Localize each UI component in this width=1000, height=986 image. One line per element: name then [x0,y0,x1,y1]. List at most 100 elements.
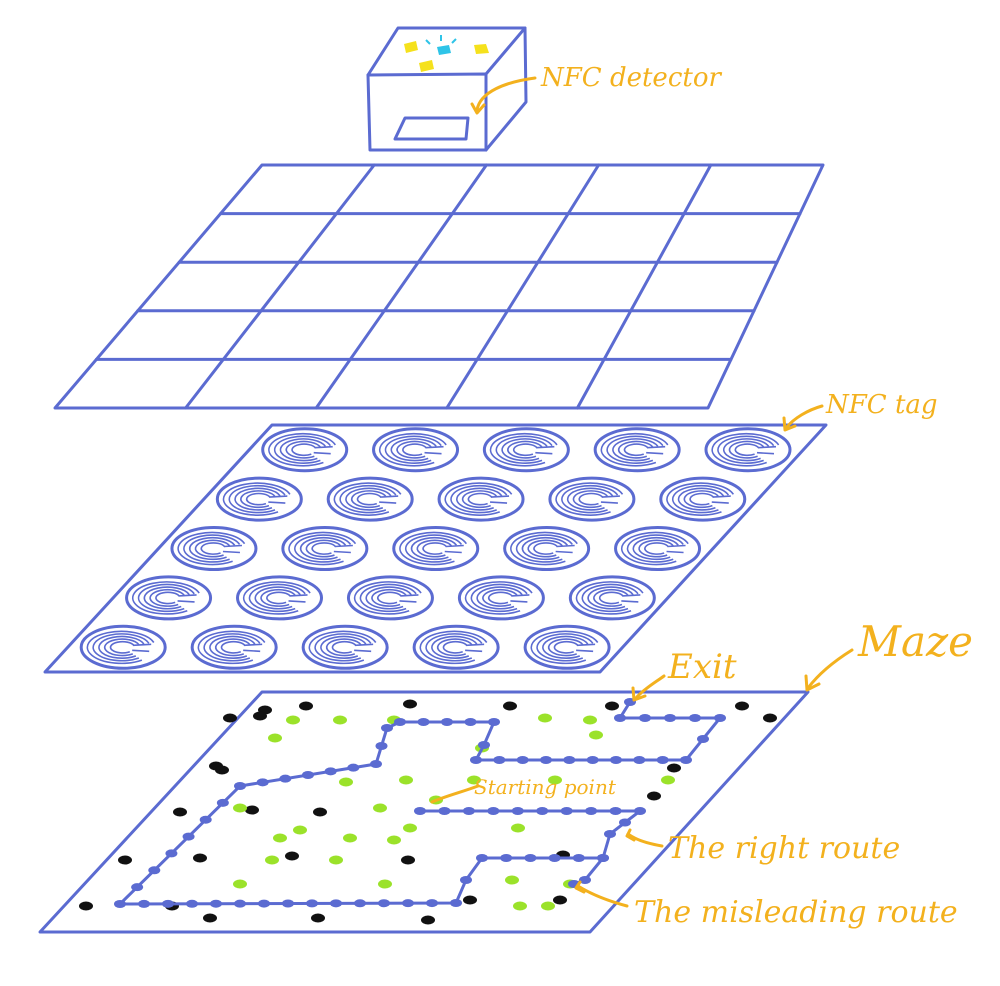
maze-dot-black [285,851,299,861]
led-cyan [437,45,451,55]
nfc-tag-layer [43,423,828,674]
nfc-tag [659,476,747,522]
maze-dot-black [173,807,187,817]
maze-dot-green [286,715,300,725]
maze-path-dot [162,899,174,908]
maze-dot-green [268,733,282,743]
maze-dot-black [647,791,661,801]
maze-path-dot [572,854,585,862]
nfc-tag [326,476,414,522]
start-arrow [430,784,480,804]
maze-dot-green [467,775,481,785]
maze-path-dot [234,899,246,908]
maze-path-dot [656,756,669,764]
label-misleading-route: The misleading route [634,895,958,930]
maze-path-dot [441,718,453,726]
maze-dot-green [233,879,247,889]
right-route-arrow [626,832,664,848]
maze-dot-green [583,715,597,725]
grid-outline [53,163,825,410]
nfc-tag [79,624,167,670]
maze-path-dot [500,854,513,862]
maze-path-dot [402,899,414,908]
maze-path-dot [476,854,488,862]
maze-path-dot [488,718,500,726]
nfc-tag [190,624,278,670]
nfc-tag [437,476,525,522]
maze-path-dot [330,899,342,908]
maze-dot-green [589,730,603,740]
led-yellow-1 [404,41,418,53]
maze-dot-black [215,765,229,775]
maze-path-dot [282,899,294,908]
maze-dot-green [548,775,562,785]
maze-path-dot [258,899,270,908]
maze-dot-green [339,777,353,787]
maze-path-dot [493,756,506,764]
nfc-tag [215,476,303,522]
maze-path-dot [165,849,178,858]
maze-path-dot [148,866,161,875]
maze-path-dot [689,714,701,722]
label-right-route: The right route [668,831,900,866]
maze-dot-green [343,833,357,843]
maze-dot-green [333,715,347,725]
maze-path-dot [450,899,462,907]
maze-dot-black [253,711,267,721]
grid-col-line [314,163,488,410]
maze-dot-green [511,823,525,833]
maze-path-dot [548,854,561,862]
nfc-tag [281,526,369,571]
maze-path-dot [324,767,337,776]
maze-path-dot [634,807,646,815]
maze-path-dot [586,756,599,764]
nfc-tag [568,575,656,621]
maze-path-dot [131,883,144,892]
maze-path-dot [639,714,651,722]
maze-path-dot [511,807,524,815]
grid-col-line [445,163,601,410]
maze-dot-green [513,901,527,911]
maze-path-dot [460,876,472,884]
maze-dot-green [273,833,287,843]
maze-path-dot [210,899,222,908]
maze-dot-green [387,835,401,845]
maze-path-dot [516,756,529,764]
maze-path-dot [585,807,598,815]
maze-path-dot [464,718,477,726]
label-maze: Maze [857,617,973,666]
maze-path-dot [370,760,382,768]
maze-dot-green [541,901,555,911]
maze-dot-black [245,805,259,815]
nfc-detector-box [366,26,528,152]
maze-dot-black [503,701,517,711]
maze-path-dot [697,735,709,743]
nfc-tag [482,427,570,473]
maze-path-dot [279,774,292,783]
maze-dot-black [193,853,207,863]
maze-path-dot [604,830,616,838]
nfc-tag [704,427,792,473]
maze-dot-black [605,701,619,711]
maze-path-dot [394,718,406,726]
maze-dot-black [421,915,435,925]
maze-path-dot [540,756,552,764]
maze-dot-green [378,879,392,889]
maze-dot-black [299,701,313,711]
maze-path-dot [414,807,426,815]
maze-dot-green [538,713,552,723]
maze-dot-green [661,775,675,785]
nfc-tag-arrow [784,404,824,430]
maze-path-dot [182,832,195,841]
maze-path-dot [302,771,314,779]
nfc-tag [372,427,460,473]
maze-path-dot [216,798,229,807]
exit-arrow [634,674,666,700]
maze-dot-green [293,825,307,835]
maze-path-dot [381,724,393,732]
maze-path-dot [664,714,676,722]
misleading-route-arrow [576,884,629,908]
nfc-tag [523,624,611,670]
label-exit: Exit [667,647,737,687]
maze-dot-green [373,803,387,813]
